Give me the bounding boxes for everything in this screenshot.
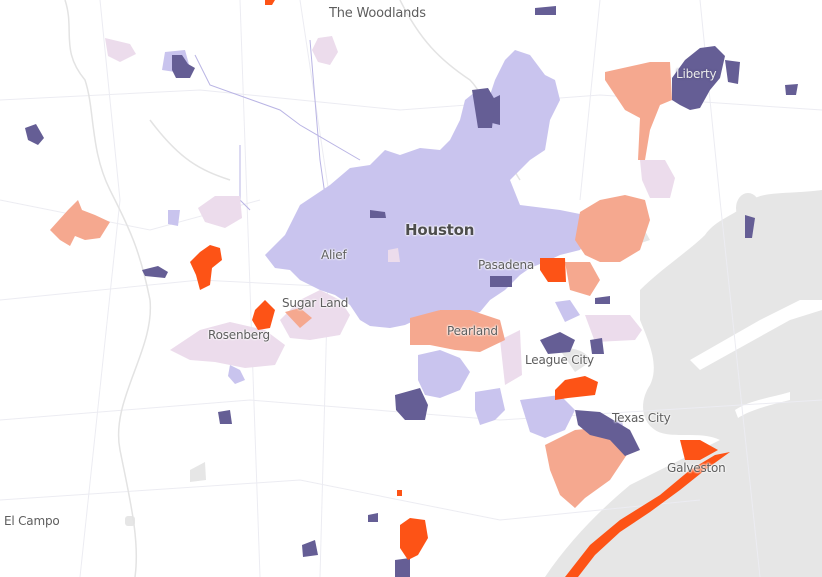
label-alief: Alief [321,248,347,262]
label-pearland: Pearland [447,324,498,338]
light-purple-areas [162,50,625,442]
label-texas-city: Texas City [612,411,671,425]
label-pasadena: Pasadena [478,258,535,272]
label-liberty: Liberty [676,67,717,81]
dark-purple-areas [25,6,798,577]
pale-pink-areas [105,36,675,385]
orange-red-areas [190,0,730,577]
label-league-city: League City [525,353,594,367]
label-el-campo: El Campo [4,514,60,528]
label-galveston: Galveston [667,461,726,475]
salmon-areas [50,62,672,508]
label-houston: Houston [405,221,475,239]
label-sugar-land: Sugar Land [282,296,349,310]
label-the-woodlands: The Woodlands [329,6,426,21]
label-rosenberg: Rosenberg [208,328,270,342]
